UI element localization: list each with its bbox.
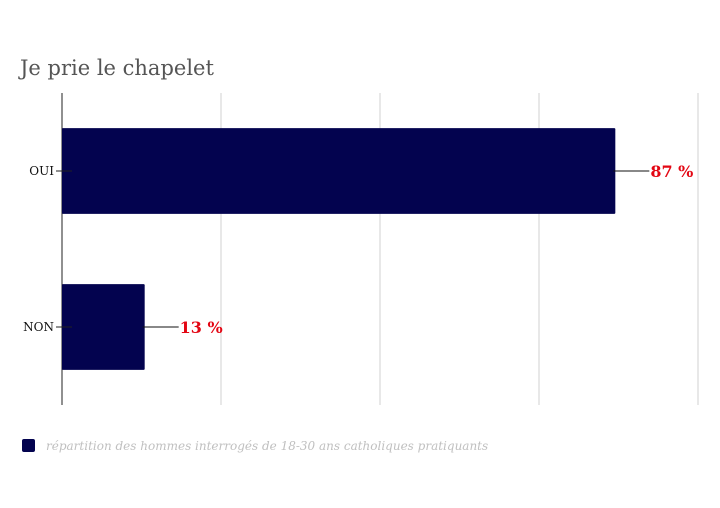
- legend: répartition des hommes interrogés de 18-…: [22, 439, 488, 453]
- bars: [62, 128, 616, 370]
- legend-swatch: [22, 439, 35, 452]
- legend-label: répartition des hommes interrogés de 18-…: [46, 439, 488, 453]
- data-label: 87 %: [650, 162, 693, 181]
- bar-oui: [62, 128, 616, 214]
- chart-title: Je prie le chapelet: [18, 56, 214, 80]
- labels: OUI 87 % NON 13 %: [23, 162, 693, 337]
- bar-non: [62, 284, 145, 370]
- category-label: OUI: [29, 164, 54, 178]
- data-label: 13 %: [180, 318, 223, 337]
- category-label: NON: [23, 320, 54, 334]
